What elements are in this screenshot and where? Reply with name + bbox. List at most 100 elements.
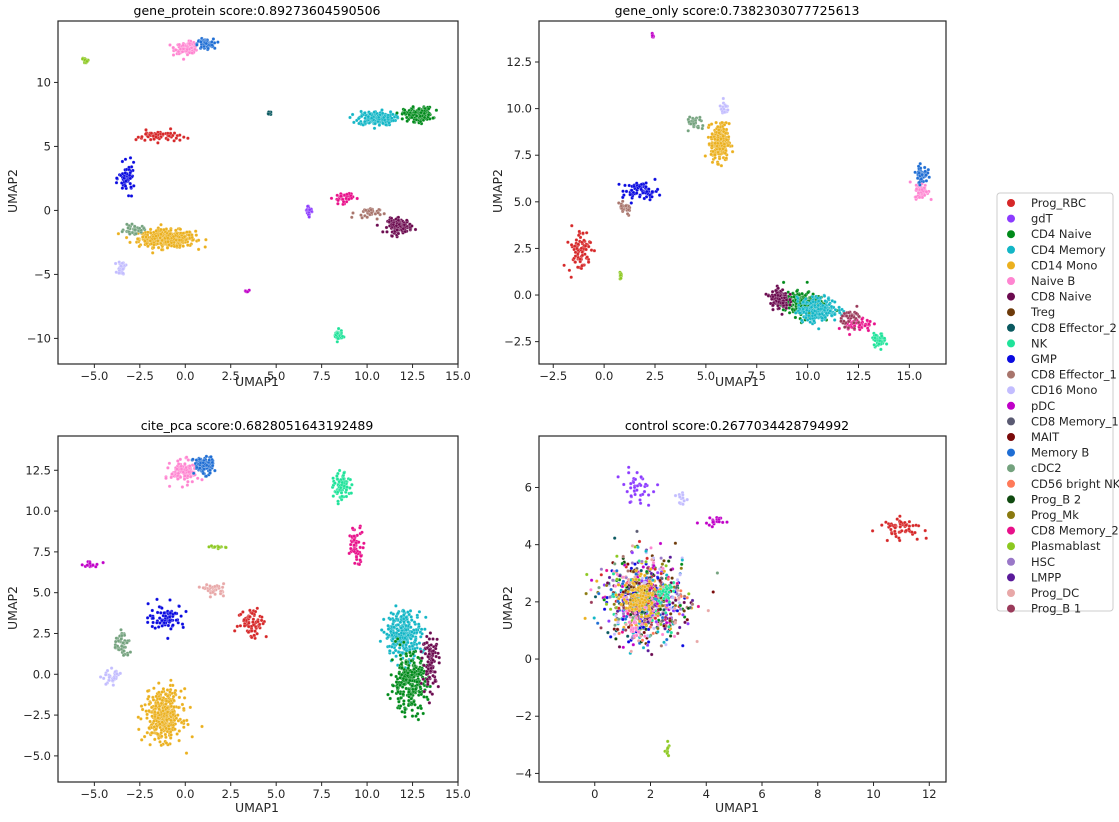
data-point [413,227,418,232]
data-point [635,191,639,195]
data-point [649,546,653,550]
data-point [427,701,432,705]
data-point [80,563,84,567]
data-point [709,135,713,139]
x-tick-label: −2.5 [126,787,154,801]
data-point [846,326,851,330]
data-point [172,698,176,703]
data-point [398,643,402,647]
data-point [144,128,148,132]
data-point [393,648,398,653]
data-point [194,458,199,462]
data-point [877,342,881,346]
cluster-cd8-memory-2 [347,524,366,567]
data-point [201,461,205,465]
data-point [818,296,823,300]
data-point [114,180,119,185]
data-point [148,719,152,724]
data-point [717,131,721,135]
cluster-gmp [145,597,188,641]
data-point [184,751,189,755]
data-point [345,192,349,197]
data-point [139,738,144,742]
data-point [353,561,357,566]
data-point [147,709,151,713]
data-point [336,198,340,203]
data-point [261,621,265,626]
data-point [142,734,147,739]
cluster-plasmablast [80,56,90,65]
data-point [811,311,815,315]
data-point [123,157,128,161]
data-point [696,125,701,130]
data-point [358,526,362,530]
data-point [388,649,392,653]
data-point [123,184,128,188]
data-point [113,645,117,650]
data-point [827,302,831,307]
data-point [787,311,792,315]
data-point [394,631,399,635]
data-point [787,306,791,310]
data-point [157,707,161,711]
data-point [700,126,705,131]
data-point [804,297,808,301]
cluster-cdc2 [686,115,705,133]
data-point [137,244,141,249]
x-tick-label: 10.0 [795,369,821,383]
data-point [195,465,199,470]
data-point [120,229,124,234]
data-point [566,240,570,244]
data-point [417,622,421,626]
data-point [795,289,799,293]
data-point [410,708,414,712]
data-point [204,583,209,587]
data-point [716,150,720,155]
data-point [788,298,792,302]
cluster-cdc2 [113,628,133,658]
data-point [204,474,208,478]
y-tick-label: −5.0 [23,749,51,763]
data-point [180,485,185,489]
data-point [804,316,808,320]
data-point [140,134,144,139]
data-point [156,711,160,715]
data-point [264,634,268,639]
data-point [805,318,810,322]
data-point [402,682,406,687]
data-point [777,306,781,311]
data-point [399,662,404,666]
data-point [221,594,226,598]
data-point [340,494,344,499]
data-point [382,630,386,634]
data-point [419,110,423,115]
data-point [788,303,792,307]
data-point [394,680,399,684]
data-point [436,651,440,656]
data-point [431,116,435,120]
data-point [159,701,164,706]
scatter-points [80,36,439,344]
data-point [425,641,429,645]
data-point [196,238,201,242]
data-point [794,311,798,315]
data-point [410,618,414,622]
data-point [396,218,401,222]
data-point [212,545,217,549]
data-point [377,123,382,127]
data-point [386,624,390,628]
data-point [187,464,192,468]
data-point [171,623,175,627]
data-point [595,579,599,583]
data-point [422,689,426,694]
data-point [837,326,842,331]
data-point [917,171,921,175]
y-axis-label: UMAP2 [490,169,505,213]
data-point [165,246,170,250]
data-point [656,571,660,575]
data-point [655,187,660,192]
data-point [249,635,254,640]
data-point [210,43,214,47]
data-point [776,286,780,290]
data-point [342,471,346,475]
